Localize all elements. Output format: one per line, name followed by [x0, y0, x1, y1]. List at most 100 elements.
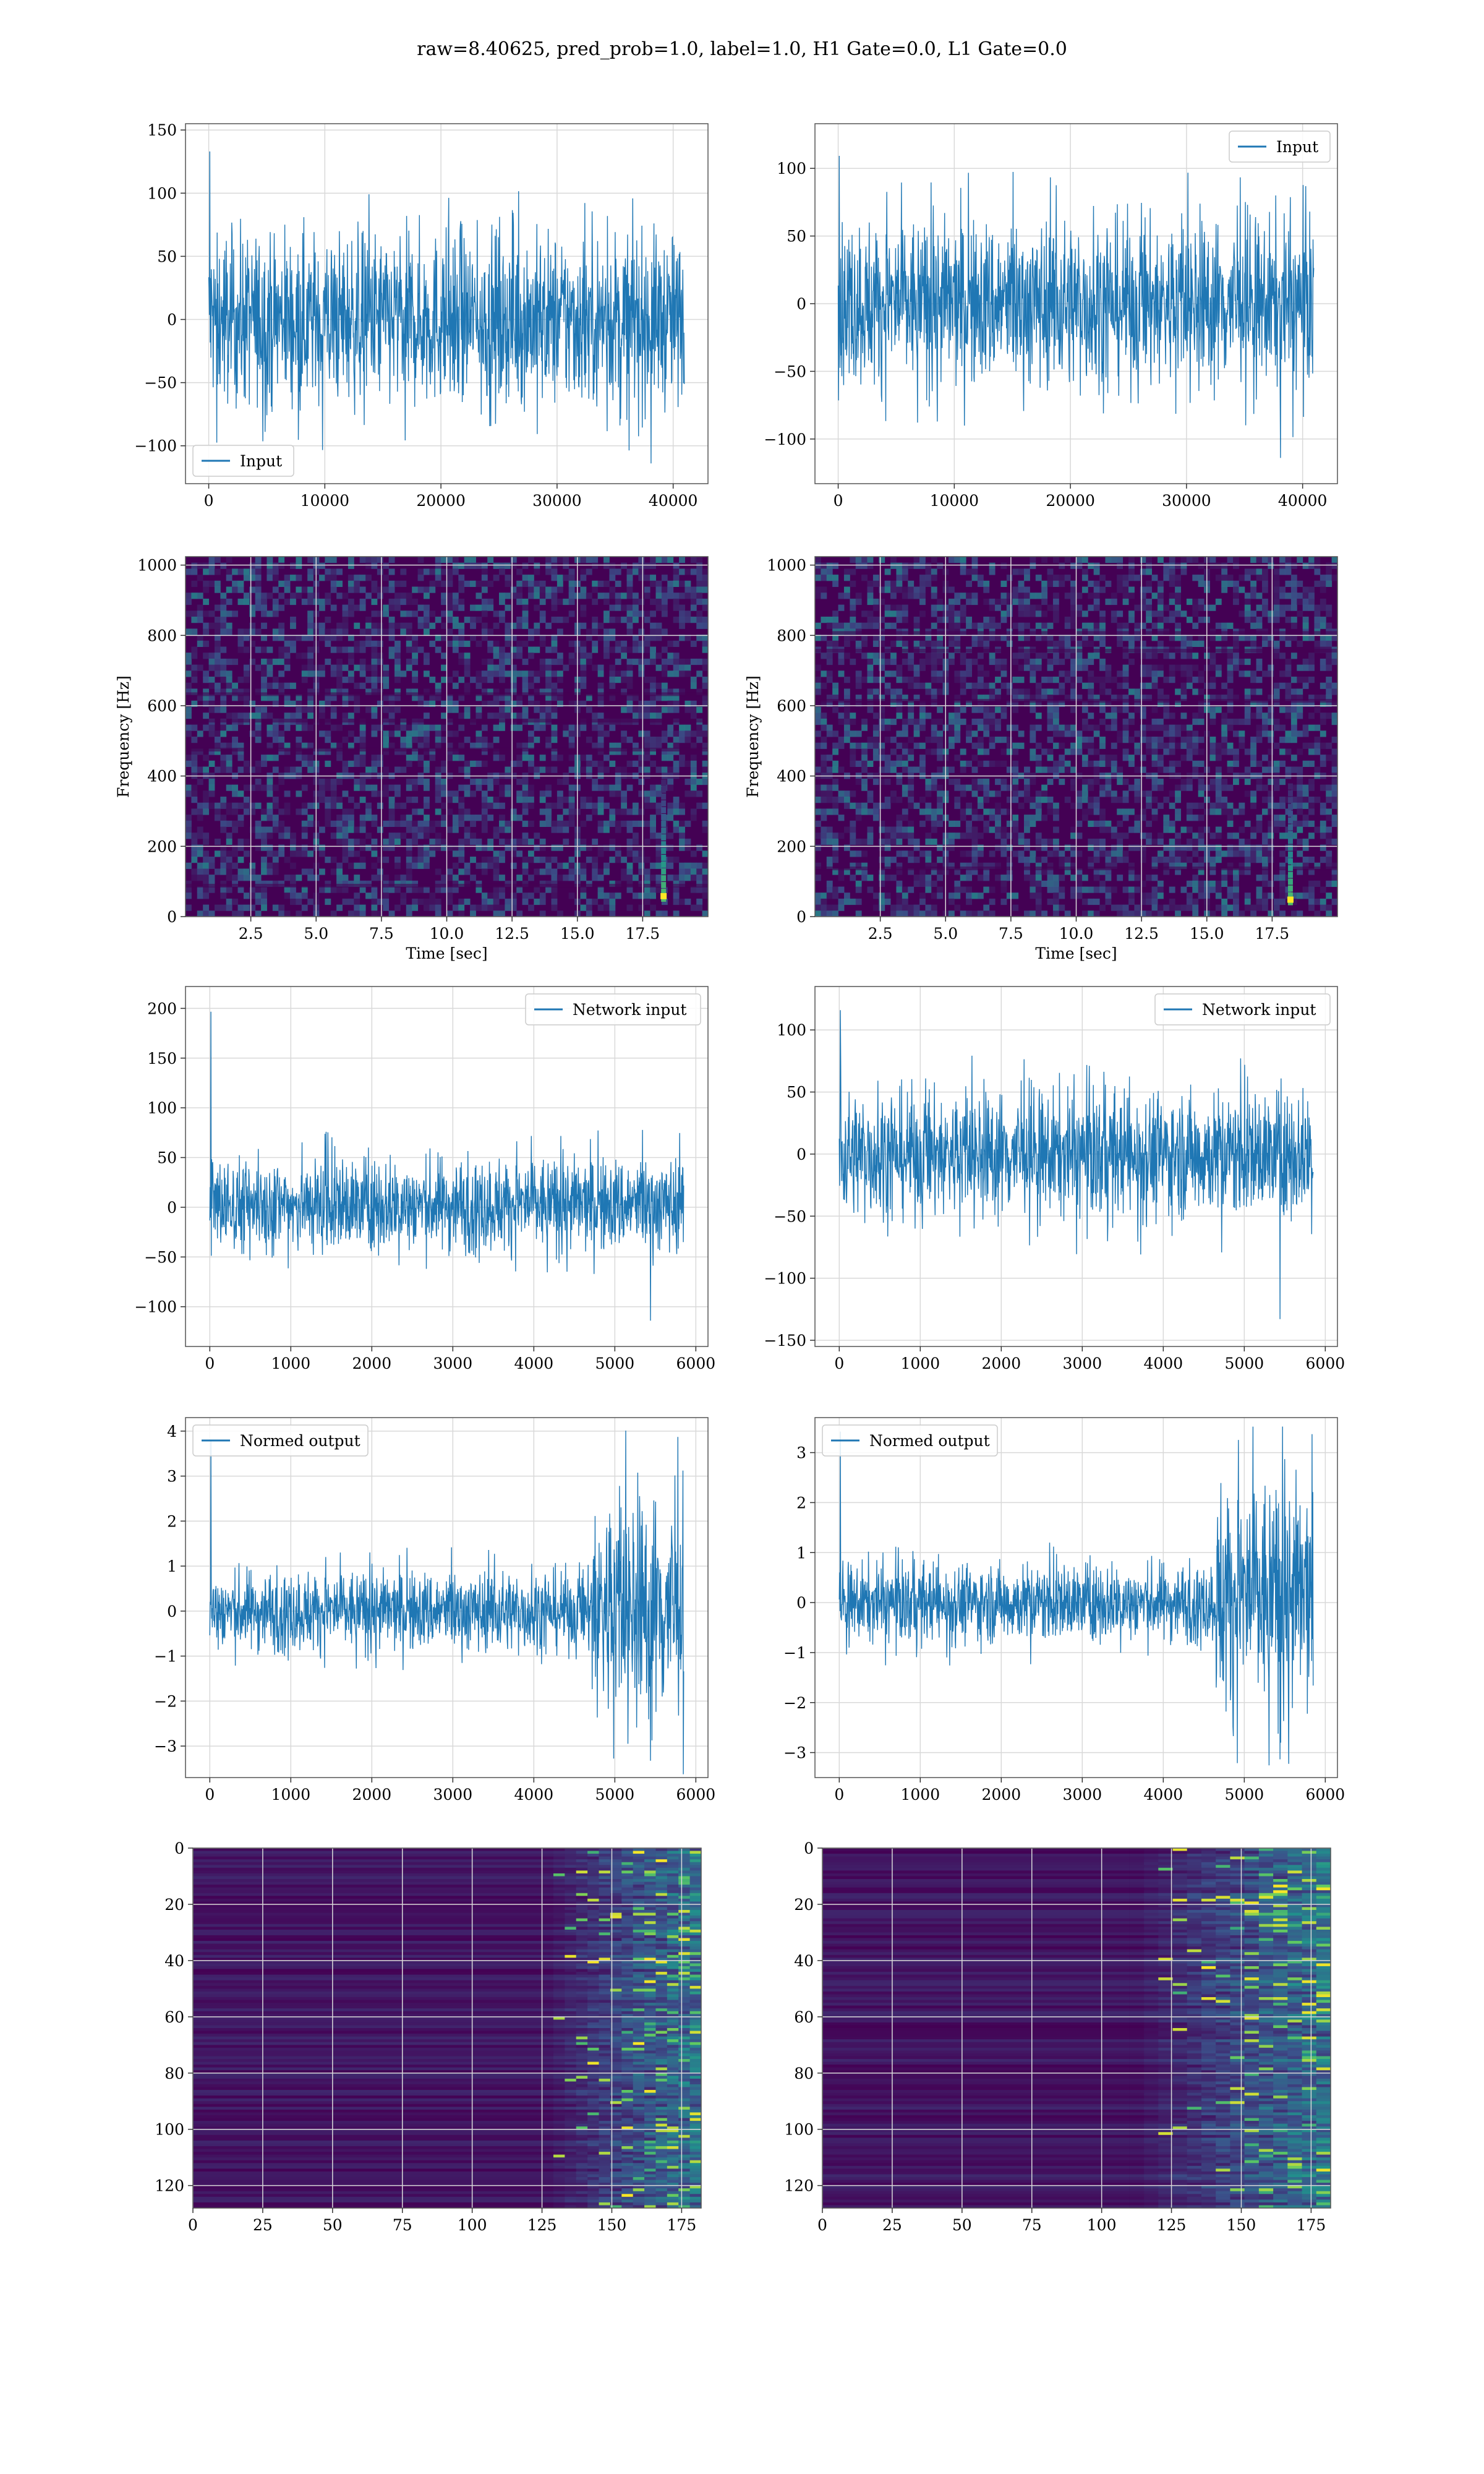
- x-tick-label: 2000: [352, 1786, 392, 1804]
- normed-left-frame: [185, 1417, 709, 1778]
- y-tick-label: −50: [144, 1248, 177, 1266]
- x-tick-label: 40000: [1278, 492, 1328, 510]
- legend-label: Normed output: [869, 1432, 990, 1450]
- spectrogram-left-panel: 2.5 5.0 7.5 10.0 12.5 15.0 17.5 0 200 400 600 800 10…: [114, 556, 709, 962]
- series-line-network-input: [209, 1011, 684, 1321]
- x-tick-label: 25: [882, 2216, 902, 2234]
- y-tick-label: −1: [783, 1644, 806, 1662]
- y-axis-label: Frequency [Hz]: [114, 675, 132, 798]
- y-tick-label: 20: [794, 1896, 814, 1914]
- x-tick-label: 5.0: [304, 925, 328, 943]
- y-axis-label: Frequency [Hz]: [744, 675, 762, 798]
- x-tick-label: 75: [393, 2216, 412, 2234]
- y-tick-label: 3: [167, 1468, 177, 1486]
- input-left-frame: [185, 123, 709, 484]
- y-tick-label: 80: [164, 2065, 184, 2082]
- x-axis-label: Time [sec]: [1035, 944, 1117, 962]
- x-tick-label: 150: [597, 2216, 627, 2234]
- legend-box: [1154, 993, 1331, 1025]
- network-left-frame: [185, 986, 709, 1347]
- y-tick-label: 2: [167, 1512, 177, 1530]
- x-tick-label: 6000: [1306, 1355, 1345, 1372]
- y-tick-label: 0: [796, 1145, 806, 1163]
- x-tick-label: 20000: [416, 492, 466, 510]
- x-tick-label: 17.5: [1255, 925, 1290, 943]
- y-tick-label: 100: [155, 2121, 184, 2139]
- y-tick-label: −2: [783, 1694, 806, 1712]
- y-tick-label: 800: [777, 627, 806, 644]
- y-tick-label: 0: [804, 1839, 814, 1857]
- legend-label: Input: [240, 452, 282, 470]
- x-tick-label: 7.5: [999, 925, 1023, 943]
- y-tick-label: 1: [796, 1544, 806, 1562]
- y-tick-label: 50: [787, 228, 806, 246]
- x-tick-label: 0: [188, 2216, 198, 2234]
- y-tick-label: −2: [154, 1692, 177, 1710]
- x-tick-label: 2.5: [239, 925, 263, 943]
- x-tick-label: 1000: [271, 1786, 310, 1804]
- y-tick-label: 200: [147, 837, 177, 855]
- y-tick-label: 60: [794, 2008, 814, 2026]
- legend: Network input: [1154, 993, 1331, 1025]
- x-tick-label: 4000: [514, 1786, 554, 1804]
- x-tick-label: 175: [667, 2216, 697, 2234]
- y-tick-label: −100: [134, 1298, 177, 1316]
- hotspot: [1287, 896, 1294, 903]
- y-tick-label: 1: [167, 1557, 177, 1575]
- y-tick-label: 600: [147, 697, 177, 715]
- legend: Input: [192, 445, 294, 477]
- y-tick-label: −100: [764, 1270, 806, 1288]
- y-tick-label: 120: [155, 2177, 184, 2195]
- x-tick-label: 5.0: [933, 925, 958, 943]
- legend-box: [192, 1424, 369, 1457]
- legend-box: [1229, 131, 1331, 163]
- x-tick-label: 125: [1157, 2216, 1187, 2234]
- y-tick-label: 400: [147, 768, 177, 785]
- y-tick-label: 2: [796, 1494, 806, 1512]
- y-tick-label: 150: [147, 121, 177, 139]
- y-tick-label: 200: [147, 999, 177, 1017]
- network-left-panel: 0 1000 2000 3000 4000 5000 6000 −100 −50 0 50 100 15…: [134, 986, 715, 1372]
- x-tick-label: 2000: [982, 1355, 1021, 1372]
- feature-left-panel: 0 25 50 75 100 125 150 175 0 20 40 60 80 100 120: [155, 1839, 702, 2234]
- feature-right-frame: [822, 1847, 1331, 2209]
- x-tick-label: 30000: [532, 492, 582, 510]
- network-right-frame: [814, 986, 1338, 1347]
- legend-box: [525, 993, 701, 1025]
- x-tick-label: 40000: [649, 492, 698, 510]
- x-tick-label: 5000: [1225, 1355, 1264, 1372]
- x-tick-label: 3000: [433, 1786, 473, 1804]
- x-tick-label: 3000: [1063, 1355, 1102, 1372]
- network-left-grid: [186, 987, 708, 1346]
- x-tick-label: 25: [253, 2216, 273, 2234]
- normed-right-panel: 0 1000 2000 3000 4000 5000 6000 −3 −2 −1 0 1 2 3 Norme…: [783, 1417, 1345, 1804]
- y-tick-label: 50: [787, 1084, 806, 1102]
- x-tick-label: 5000: [595, 1355, 635, 1372]
- y-tick-label: 50: [157, 1149, 177, 1167]
- y-tick-label: 4: [167, 1423, 177, 1440]
- y-tick-label: −3: [154, 1737, 177, 1755]
- feature-right-heatmap: [822, 1848, 1331, 2208]
- x-tick-label: 10.0: [430, 925, 464, 943]
- legend: Normed output: [192, 1424, 369, 1457]
- y-tick-label: −3: [783, 1744, 806, 1762]
- y-tick-label: 120: [784, 2177, 814, 2195]
- legend-label: Normed output: [240, 1432, 360, 1450]
- y-tick-label: −50: [774, 1207, 806, 1225]
- x-tick-label: 20000: [1046, 492, 1095, 510]
- x-tick-label: 50: [952, 2216, 972, 2234]
- y-tick-label: 100: [777, 1021, 806, 1039]
- y-tick-label: 600: [777, 697, 806, 715]
- x-tick-label: 0: [834, 1786, 844, 1804]
- x-tick-label: 4000: [1144, 1355, 1183, 1372]
- y-tick-label: 0: [167, 908, 177, 926]
- y-tick-label: −100: [764, 430, 806, 448]
- x-tick-label: 1000: [900, 1786, 940, 1804]
- y-tick-label: 1000: [137, 557, 177, 575]
- x-tick-label: 30000: [1162, 492, 1211, 510]
- x-tick-label: 10.0: [1059, 925, 1094, 943]
- y-tick-label: 0: [174, 1839, 184, 1857]
- series-line-network-input: [838, 1010, 1314, 1319]
- y-tick-label: 40: [794, 1952, 814, 1970]
